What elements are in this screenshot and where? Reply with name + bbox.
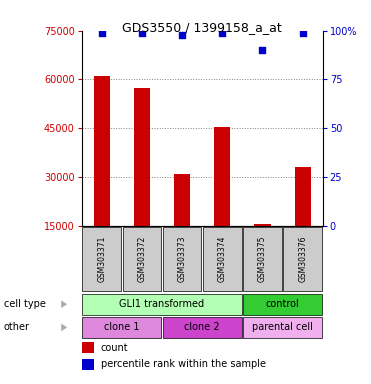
Point — [139, 30, 145, 36]
Bar — [82, 227, 121, 291]
Bar — [82, 359, 94, 370]
Bar — [243, 294, 322, 315]
Text: GSM303376: GSM303376 — [298, 236, 307, 282]
Text: GLI1 transformed: GLI1 transformed — [119, 299, 204, 309]
Point — [219, 30, 225, 36]
Bar — [122, 227, 161, 291]
Text: other: other — [4, 323, 30, 333]
Bar — [163, 317, 242, 338]
Text: control: control — [266, 299, 299, 309]
Bar — [243, 227, 282, 291]
Text: parental cell: parental cell — [252, 323, 313, 333]
Text: GSM303372: GSM303372 — [137, 236, 147, 282]
Point — [99, 30, 105, 36]
Bar — [82, 342, 94, 353]
Text: percentile rank within the sample: percentile rank within the sample — [101, 359, 266, 369]
Bar — [82, 317, 161, 338]
Bar — [243, 317, 322, 338]
Bar — [94, 76, 110, 275]
Text: GDS3550 / 1399158_a_at: GDS3550 / 1399158_a_at — [122, 21, 282, 34]
Text: clone 1: clone 1 — [104, 323, 139, 333]
Text: cell type: cell type — [4, 299, 46, 309]
Bar — [203, 227, 242, 291]
Text: count: count — [101, 343, 128, 353]
Bar — [174, 174, 190, 275]
Bar — [82, 294, 242, 315]
Text: clone 2: clone 2 — [184, 323, 220, 333]
Point — [179, 31, 185, 38]
Text: GSM303373: GSM303373 — [178, 236, 187, 282]
Bar — [214, 127, 230, 275]
Text: GSM303375: GSM303375 — [258, 236, 267, 282]
Point — [300, 30, 306, 36]
Bar — [283, 227, 322, 291]
Bar — [295, 167, 311, 275]
Bar — [163, 227, 201, 291]
Bar — [134, 88, 150, 275]
Point — [259, 47, 265, 53]
Text: GSM303374: GSM303374 — [218, 236, 227, 282]
Bar — [255, 224, 270, 275]
Text: GSM303371: GSM303371 — [97, 236, 106, 282]
